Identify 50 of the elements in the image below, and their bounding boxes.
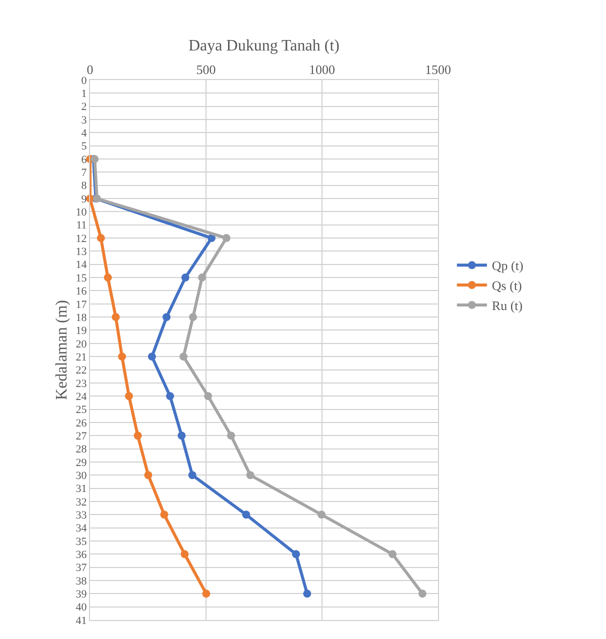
y-tick-label: 33 [76, 509, 88, 522]
x-axis-title: Daya Dukung Tanah (t) [188, 38, 340, 55]
x-tick-label: 1500 [425, 62, 451, 77]
x-tick-label: 1000 [309, 62, 335, 77]
y-tick-label: 23 [76, 378, 88, 390]
y-tick-label: 24 [76, 390, 88, 403]
y-tick-label: 5 [81, 140, 88, 153]
y-tick-label: 19 [76, 325, 88, 338]
y-tick-label: 35 [76, 536, 88, 548]
y-tick-label: 36 [76, 549, 88, 561]
legend-label: Ru (t) [492, 298, 523, 314]
y-tick-label: 34 [76, 522, 88, 535]
y-tick-label: 26 [76, 417, 88, 430]
y-tick-label: 38 [76, 575, 88, 588]
y-tick-label: 32 [76, 496, 87, 508]
y-tick-label: 28 [76, 444, 88, 456]
y-tick-label: 6 [81, 154, 88, 166]
y-tick-label: 27 [76, 430, 88, 442]
y-tick-label: 20 [76, 338, 88, 350]
y-tick-label: 16 [76, 286, 88, 298]
y-tick-label: 11 [76, 220, 87, 232]
y-tick-label: 17 [76, 298, 88, 311]
y-tick-label: 3 [81, 114, 88, 126]
y-tick-label: 18 [76, 312, 88, 324]
y-tick-label: 39 [76, 588, 88, 601]
y-tick-label: 12 [76, 232, 87, 245]
y-tick-label: 25 [76, 404, 88, 416]
y-tick-label: 41 [76, 614, 87, 627]
y-tick-label: 37 [76, 562, 88, 574]
y-tick-label: 7 [81, 167, 88, 180]
y-tick-label: 14 [76, 259, 88, 272]
y-tick-label: 30 [76, 470, 88, 482]
legend-label: Qp (t) [492, 258, 524, 274]
y-axis-title: Kedalaman (m) [54, 300, 71, 400]
y-tick-label: 13 [76, 246, 88, 258]
y-tick-label: 0 [81, 74, 88, 87]
y-tick-label: 22 [76, 364, 87, 377]
y-tick-label: 31 [76, 483, 87, 496]
y-tick-label: 9 [81, 193, 88, 206]
y-tick-label: 8 [81, 180, 88, 192]
y-tick-label: 10 [76, 206, 88, 219]
y-tick-label: 2 [81, 101, 87, 114]
y-tick-label: 29 [76, 456, 88, 469]
y-tick-label: 40 [76, 602, 88, 614]
y-tick-label: 15 [76, 272, 88, 284]
y-tick-label: 4 [81, 128, 88, 140]
y-tick-label: 21 [76, 351, 87, 364]
y-tick-label: 1 [81, 88, 87, 100]
x-tick-label: 500 [196, 62, 216, 77]
legend-label: Qs (t) [492, 278, 522, 294]
